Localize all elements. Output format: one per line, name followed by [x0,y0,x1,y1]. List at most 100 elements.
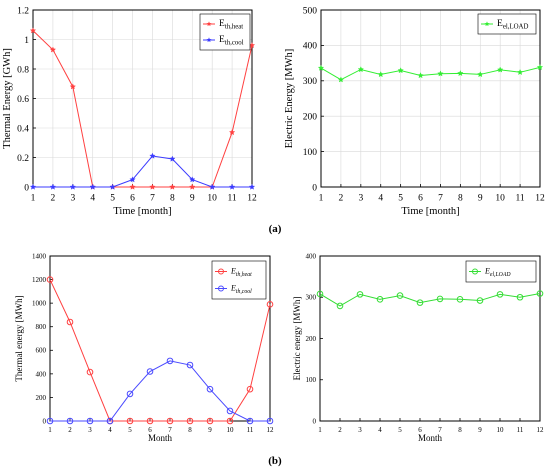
y-tick-label: 200 [303,113,318,123]
data-point [376,296,384,303]
data-point [209,183,216,190]
data-point [417,72,424,79]
legend-swatch-marker [218,285,224,292]
y-tick-label: 400 [303,42,318,52]
series-line-th,cool [50,360,270,422]
plot-frame [320,9,541,188]
y-tick-label: 0.4 [17,124,29,134]
data-point [189,176,196,183]
legend-box [465,260,537,283]
x-tick-label: 10 [227,426,235,434]
data-point [146,368,154,375]
x-tick-label: 3 [88,426,92,434]
data-point [456,296,464,303]
series-line-el,LOAD [320,66,541,81]
x-axis-title: Time [month] [401,206,459,217]
data-point [29,183,37,190]
legend-label: Eth,cool [219,35,244,47]
caption-b: (b) [268,455,282,467]
data-point [317,64,325,71]
y-tick-label: 400 [306,252,317,260]
x-axis-title: Month [418,433,443,443]
x-axis-title: Month [148,433,173,443]
x-tick-label: 11 [228,194,237,204]
y-axis-title: Thermal Energy [GWh] [2,48,13,149]
x-tick-label: 10 [495,194,505,204]
data-point [206,385,214,393]
x-tick-label: 8 [170,194,175,204]
y-tick-label: 300 [306,294,317,302]
y-tick-label: 0.2 [17,154,29,164]
y-tick-label: 500 [303,6,318,16]
data-point [516,293,524,301]
x-tick-label: 7 [168,426,172,434]
legend-label: Eel,LOAD [497,19,528,31]
x-tick-label: 2 [68,426,72,434]
data-point [149,152,156,159]
data-point [246,385,254,393]
data-point [129,183,136,190]
y-tick-label: 1000 [32,300,47,308]
x-tick-label: 2 [51,194,56,204]
y-tick-label: 1.2 [17,6,29,16]
data-point [356,291,364,298]
data-point [169,155,176,162]
data-point [46,276,54,283]
x-tick-label: 1 [31,194,36,204]
data-point [316,290,324,298]
data-point [206,417,214,425]
data-point [49,183,57,190]
data-point [189,183,196,190]
x-tick-label: 4 [378,194,383,204]
series-line-th,heat [32,30,253,188]
x-axis-title: Time [month] [113,206,171,217]
data-point [436,295,444,303]
x-tick-label: 9 [478,194,483,204]
caption-a: (a) [269,223,282,235]
data-point [49,46,57,53]
x-tick-label: 7 [438,194,443,204]
data-point [248,183,256,190]
x-tick-label: 5 [128,426,132,434]
data-point [186,361,194,369]
x-tick-label: 8 [458,194,463,204]
data-point [89,183,96,190]
legend-swatch-marker [484,21,490,27]
y-tick-label: 1200 [32,276,47,284]
data-point [536,64,544,71]
data-point [129,176,136,183]
legend-swatch-marker [218,268,224,275]
x-tick-label: 8 [458,426,462,434]
data-point [66,318,74,326]
x-tick-label: 5 [398,194,403,204]
y-tick-label: 0 [313,417,317,425]
x-tick-label: 10 [497,426,505,434]
x-tick-label: 11 [247,426,254,434]
data-point [186,417,194,425]
data-point [266,417,274,425]
x-tick-label: 2 [338,426,342,434]
chart-electric-energy-mwh-bottom: 1 2 3 4 5 6 7 8 9 10 11 120100200300400MonthElectri… [292,252,544,443]
x-tick-label: 3 [358,426,362,434]
data-point [166,417,174,425]
data-point [476,297,484,304]
y-tick-label: 600 [36,347,47,355]
x-tick-label: 1 [48,426,52,434]
data-point [226,407,234,415]
legend-label: Eel,LOAD [484,267,511,279]
data-point [396,292,404,299]
y-tick-label: 400 [36,370,47,378]
x-tick-label: 3 [70,194,75,204]
data-point [226,417,234,425]
data-point [357,66,364,73]
data-point [109,183,116,190]
data-point [46,417,54,425]
x-tick-label: 4 [378,426,382,434]
y-tick-label: 100 [306,376,317,384]
x-tick-label: 6 [418,194,423,204]
x-tick-label: 3 [358,194,363,204]
data-point [536,290,544,297]
